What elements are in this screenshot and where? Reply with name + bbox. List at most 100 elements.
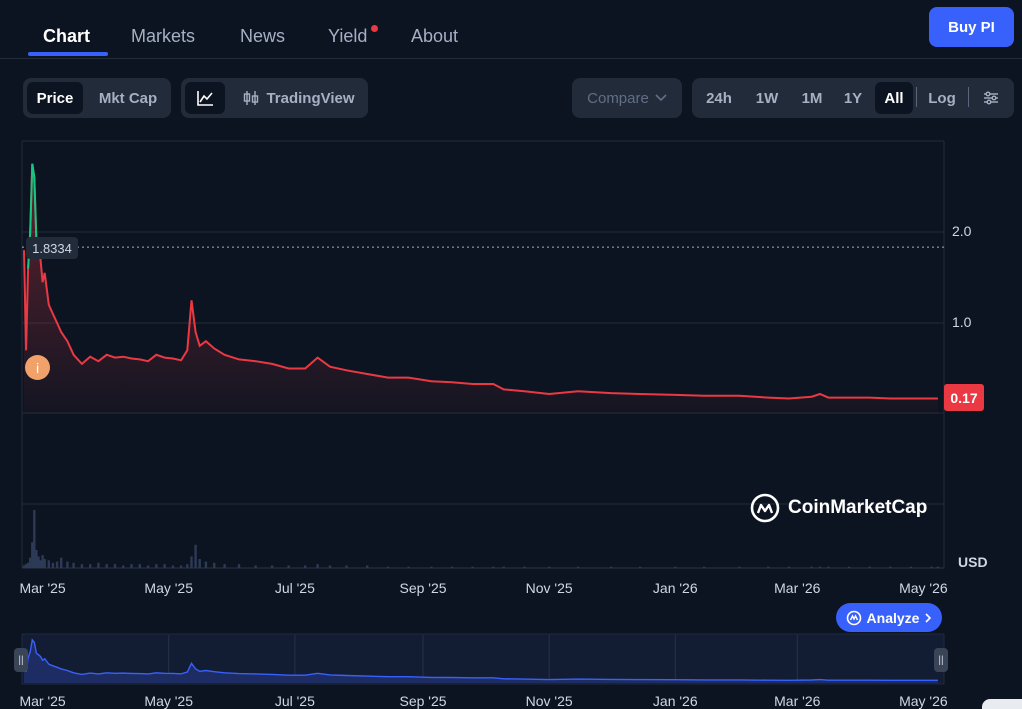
volume-bar: [186, 564, 189, 568]
volume-bar: [41, 555, 44, 568]
chevron-right-icon: [925, 612, 932, 623]
top-nav: Chart Markets News Yield About Buy PI: [0, 0, 1022, 59]
coinmarketcap-watermark: CoinMarketCap: [750, 493, 927, 523]
mktcap-button[interactable]: Mkt Cap: [98, 89, 158, 107]
navigator-tick-label: Mar '25: [19, 693, 66, 709]
volume-bar: [223, 564, 226, 568]
volume-bar: [22, 565, 26, 568]
volume-bar: [33, 510, 36, 568]
volume-bar: [254, 565, 257, 568]
volume-bar: [130, 564, 133, 568]
volume-bar: [703, 566, 706, 568]
price-line: [23, 163, 938, 400]
volume-bar: [24, 564, 28, 568]
volume-bar: [548, 566, 551, 568]
tab-about[interactable]: About: [411, 26, 459, 46]
volume-bar: [37, 556, 40, 568]
yield-notification-dot: [371, 25, 378, 32]
volume-bar: [287, 565, 290, 568]
x-tick-label: Sep '25: [399, 580, 447, 596]
volume-bar: [163, 564, 166, 568]
navigator-right-handle[interactable]: ||: [934, 648, 948, 672]
sliders-icon: [984, 91, 998, 105]
active-tab-indicator: [28, 52, 108, 56]
range-1y-button[interactable]: 1Y: [843, 89, 863, 107]
price-button[interactable]: Price: [27, 82, 83, 114]
volume-bar: [471, 566, 474, 568]
volume-bar: [51, 562, 55, 568]
y-tick-label: 1.0: [952, 314, 972, 330]
volume-bar: [43, 559, 46, 568]
volume-bar: [60, 557, 63, 568]
volume-bar: [122, 565, 125, 568]
range-1m-button[interactable]: 1M: [801, 89, 823, 107]
price-chart[interactable]: [0, 130, 1022, 709]
navigator-tick-label: Jan '26: [652, 693, 698, 709]
volume-bar: [80, 564, 84, 568]
volume-bar: [72, 562, 75, 568]
analyze-icon: [846, 610, 861, 625]
analyze-button[interactable]: Analyze: [836, 603, 942, 632]
volume-bar: [638, 566, 642, 568]
chart-type-toggle: TradingView: [181, 78, 368, 118]
volume-bar: [674, 566, 677, 568]
volume-bar: [113, 564, 117, 568]
volume-bar: [328, 565, 332, 568]
volume-bar: [492, 566, 495, 568]
navigator-tick-label: May '25: [144, 693, 194, 709]
navigator-left-handle[interactable]: ||: [14, 648, 28, 672]
x-tick-label: Nov '25: [525, 580, 573, 596]
info-icon[interactable]: i: [25, 355, 50, 380]
volume-bar: [31, 542, 34, 568]
volume-bar: [930, 566, 933, 568]
navigator-line: [23, 638, 938, 682]
tradingview-button[interactable]: TradingView: [233, 82, 364, 114]
volume-bar: [97, 562, 100, 568]
volume-bar: [47, 560, 50, 568]
volume-bar: [407, 566, 410, 568]
tab-news[interactable]: News: [240, 26, 286, 46]
compare-label: Compare: [587, 89, 649, 107]
volume-bar: [386, 566, 390, 568]
volume-bar: [138, 564, 141, 568]
range-1w-button[interactable]: 1W: [755, 89, 779, 107]
volume-bar: [39, 560, 42, 568]
navigator-tick-label: Mar '26: [774, 693, 821, 709]
tradingview-label: TradingView: [266, 89, 355, 107]
tab-yield[interactable]: Yield: [328, 26, 368, 46]
volume-bar: [450, 566, 454, 568]
volume-bar: [204, 561, 208, 568]
range-24h-button[interactable]: 24h: [706, 89, 732, 107]
volume-bar: [366, 565, 369, 568]
chart-settings-button[interactable]: [974, 82, 1008, 114]
volume-bar: [738, 566, 741, 568]
line-chart-button[interactable]: [185, 82, 225, 114]
volume-bar: [66, 561, 69, 568]
volume-bar: [35, 550, 38, 568]
x-tick-label: Mar '25: [19, 580, 66, 596]
volume-bar: [179, 565, 183, 568]
buy-button[interactable]: Buy PI: [929, 7, 1014, 47]
volume-bar: [304, 565, 307, 568]
chevron-down-icon: [655, 94, 667, 102]
x-tick-label: May '26: [899, 580, 948, 596]
volume-bar: [868, 566, 871, 568]
volume-bar: [171, 565, 175, 568]
floating-widget[interactable]: [982, 699, 1022, 709]
volume-bar: [430, 566, 433, 568]
volume-bar: [523, 566, 526, 568]
log-scale-button[interactable]: Log: [928, 89, 956, 107]
volume-bar: [502, 566, 505, 568]
range-all-button[interactable]: All: [875, 82, 913, 114]
volume-bar: [237, 564, 241, 568]
volume-bar: [787, 566, 791, 568]
tab-markets[interactable]: Markets: [131, 26, 196, 46]
tab-chart[interactable]: Chart: [43, 26, 91, 46]
volume-bar: [89, 564, 92, 568]
range-toggle: 24h 1W 1M 1Y All Log: [692, 78, 1014, 118]
navigator-tick-label: Jul '25: [274, 693, 315, 709]
compare-dropdown[interactable]: Compare: [572, 78, 682, 118]
analyze-label: Analyze: [866, 609, 920, 626]
volume-bar: [26, 562, 30, 568]
navigator-tick-label: Sep '25: [399, 693, 447, 709]
